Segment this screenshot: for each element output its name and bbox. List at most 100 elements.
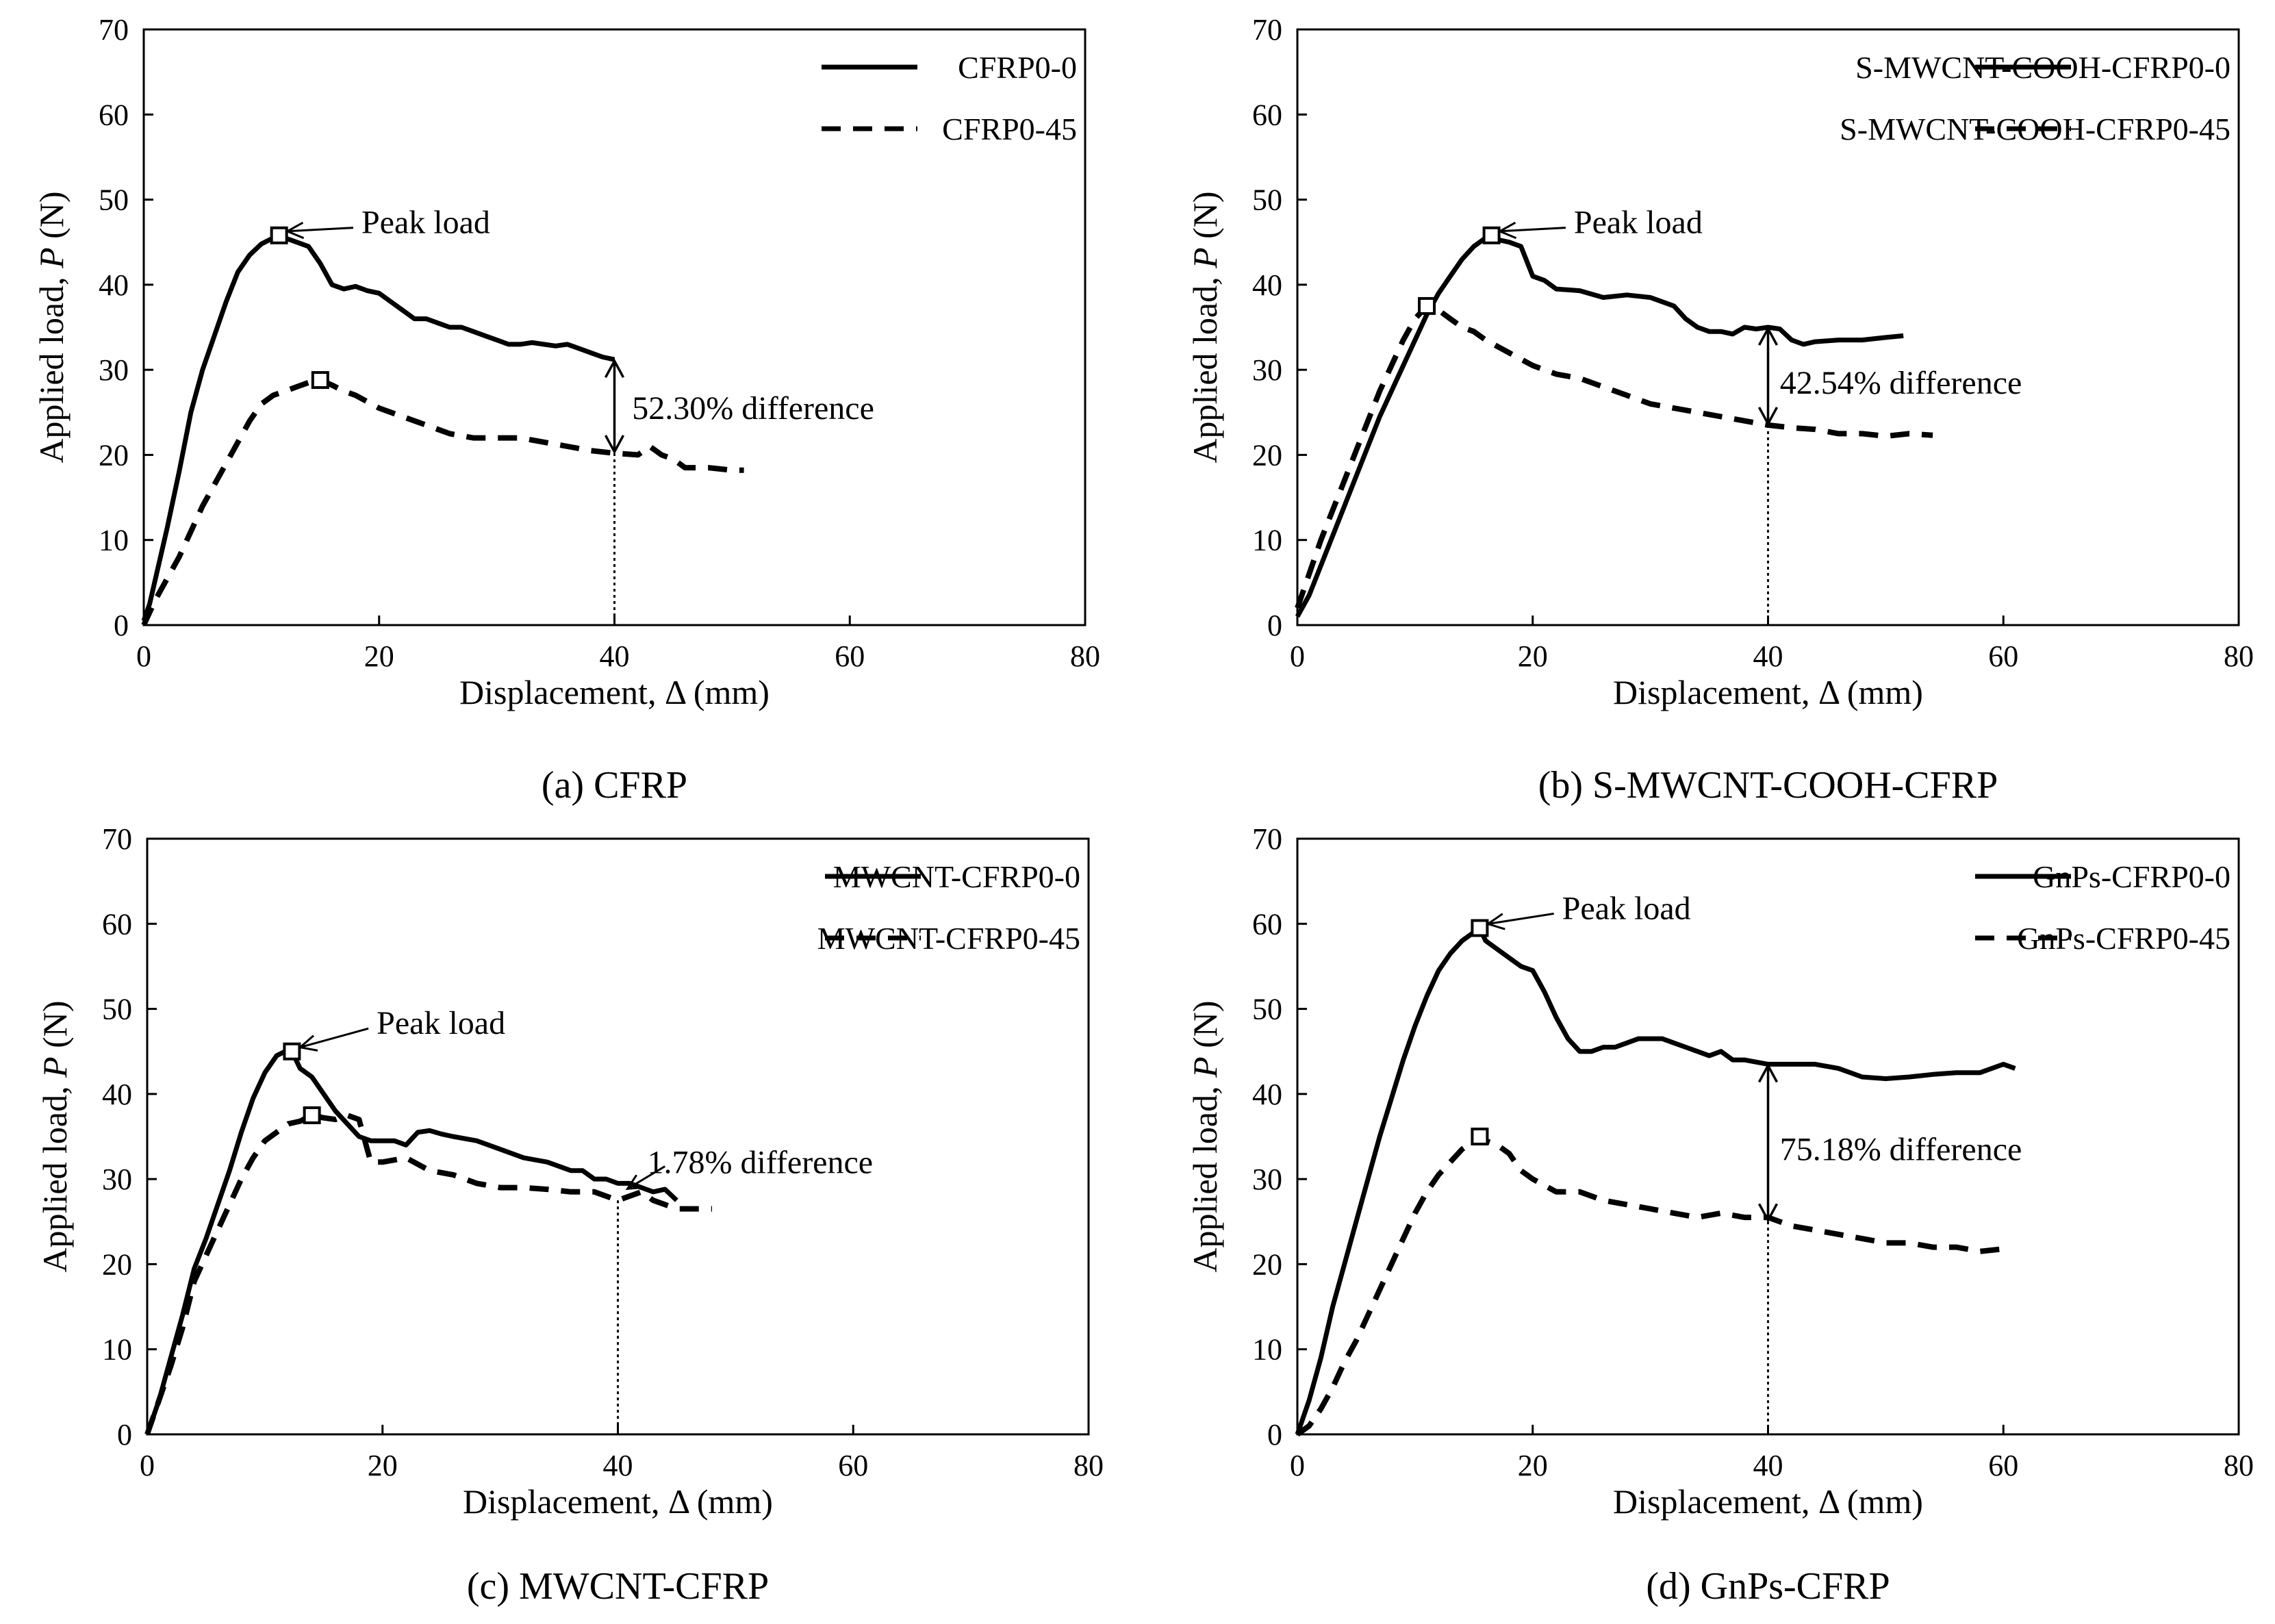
difference-label: 75.18% difference [1780, 1132, 2022, 1168]
peak-marker [1482, 226, 1501, 244]
y-tick-label: 30 [1252, 353, 1282, 387]
y-tick-label: 60 [99, 98, 129, 131]
y-tick-label: 30 [102, 1163, 132, 1196]
y-tick-label: 10 [99, 524, 129, 557]
x-tick-label: 80 [1073, 1449, 1104, 1482]
y-tick-label: 0 [114, 609, 129, 642]
y-tick-label: 40 [1252, 1078, 1282, 1111]
y-axis-title: Applied load, P (N) [36, 1000, 74, 1272]
y-tick-label: 40 [102, 1078, 132, 1111]
series-line-solid [144, 1047, 678, 1436]
x-tick-label: 60 [1988, 1449, 2018, 1482]
difference-arrow-line [626, 1165, 666, 1190]
x-tick-label: 40 [603, 1449, 633, 1482]
peak-load-label: Peak load [377, 1005, 505, 1041]
peak-marker [1418, 296, 1436, 315]
legend-label: S-MWCNT-COOH-CFRP0-45 [1840, 112, 2230, 147]
y-tick-label: 20 [1252, 438, 1282, 472]
legend-label: CFRP0-0 [958, 50, 1077, 85]
peak-marker [1471, 919, 1489, 937]
y-tick-label: 60 [102, 907, 132, 941]
y-axis-title-prefix: Applied load, [1186, 1078, 1224, 1273]
y-axis-title-prefix: Applied load, [36, 1078, 74, 1273]
x-tick-label: 20 [1518, 1449, 1548, 1482]
chart-panel-d: 0 10 20 30 40 50 60 70 0 20 40 60 80 Displacement, Δ … [1186, 822, 2254, 1608]
y-tick-label: 30 [99, 353, 129, 387]
peak-load-arrow-line [300, 1027, 369, 1049]
y-axis-title-prefix: Applied load, [1186, 268, 1224, 464]
x-tick-label: 40 [1753, 1449, 1783, 1482]
chart-panel-c: 0 10 20 30 40 50 60 70 0 20 40 60 80 Displacement, Δ … [36, 822, 1104, 1608]
y-axis-title-variable: P [32, 247, 71, 269]
x-axis-title: Displacement, Δ (mm) [1613, 1482, 1923, 1521]
figure-caption: (c) MWCNT-CFRP [467, 1565, 769, 1608]
y-tick-label: 50 [1252, 183, 1282, 217]
peak-load-arrow-head [1497, 221, 1517, 240]
y-tick-label: 10 [1252, 1333, 1282, 1367]
difference-arrow-head-down [604, 435, 625, 455]
y-axis-title-suffix: (N) [1186, 1000, 1224, 1056]
series-line-dashed [1295, 1134, 2004, 1437]
y-tick-label: 50 [1252, 993, 1282, 1026]
legend-label: MWCNT-CFRP0-0 [833, 859, 1080, 894]
y-tick-label: 60 [1252, 98, 1282, 131]
y-tick-label: 10 [1252, 524, 1282, 557]
peak-load-arrow-head [1486, 913, 1505, 930]
y-axis-title-variable: P [36, 1056, 74, 1078]
peak-marker [311, 371, 329, 390]
y-tick-label: 10 [102, 1333, 132, 1367]
difference-arrow-head-up [1757, 1063, 1779, 1083]
x-tick-label: 40 [600, 639, 630, 673]
series-line-dashed [144, 1112, 712, 1436]
legend-label: MWCNT-CFRP0-45 [817, 921, 1080, 956]
peak-marker [303, 1106, 321, 1124]
legend-label: CFRP0-45 [942, 112, 1077, 147]
y-axis-title: Applied load, P (N) [32, 191, 71, 463]
y-tick-label: 0 [117, 1418, 132, 1451]
y-axis-title-variable: P [1186, 247, 1224, 269]
x-tick-label: 0 [136, 639, 151, 673]
y-tick-label: 50 [99, 183, 129, 217]
difference-label: 42.54% difference [1780, 365, 2022, 401]
peak-marker [270, 226, 288, 244]
legend-label: S-MWCNT-COOH-CFRP0-0 [1855, 50, 2230, 85]
x-tick-label: 0 [1290, 639, 1305, 673]
x-tick-label: 60 [835, 639, 865, 673]
x-axis-title: Displacement, Δ (mm) [459, 673, 770, 711]
series-line-dashed [141, 377, 744, 626]
y-tick-label: 70 [1252, 822, 1282, 856]
y-tick-label: 70 [1252, 13, 1282, 47]
peak-load-arrow-head [298, 1035, 318, 1052]
y-axis-title-suffix: (N) [1186, 191, 1224, 247]
x-tick-label: 60 [1988, 639, 2018, 673]
x-tick-label: 60 [838, 1449, 868, 1482]
y-axis-title-suffix: (N) [32, 191, 71, 247]
peak-load-arrow-line [287, 227, 354, 233]
y-tick-label: 0 [1267, 609, 1282, 642]
y-tick-label: 20 [1252, 1247, 1282, 1281]
legend-label: GnPs-CFRP0-0 [2033, 859, 2230, 894]
y-tick-label: 70 [102, 822, 132, 856]
y-tick-label: 20 [99, 438, 129, 472]
figure-caption: (b) S-MWCNT-COOH-CFRP [1538, 764, 1998, 807]
y-tick-label: 20 [102, 1247, 132, 1281]
peak-load-arrow-line [1499, 227, 1566, 233]
difference-arrow-head-down [1757, 1203, 1779, 1223]
difference-label: 1.78% difference [647, 1144, 873, 1180]
y-tick-label: 50 [102, 993, 132, 1026]
x-tick-label: 20 [1518, 639, 1548, 673]
x-tick-label: 0 [1290, 1449, 1305, 1482]
x-tick-label: 20 [368, 1449, 398, 1482]
peak-load-arrow-head [285, 221, 305, 240]
series-line-dashed [1295, 303, 1933, 609]
difference-label: 52.30% difference [632, 390, 874, 427]
chart-panel-b: 0 10 20 30 40 50 60 70 0 20 40 60 80 Displacement, Δ … [1186, 13, 2254, 807]
difference-arrow-head-up [604, 358, 625, 379]
y-tick-label: 0 [1267, 1418, 1282, 1451]
peak-marker [283, 1042, 301, 1061]
y-tick-label: 40 [1252, 268, 1282, 302]
difference-arrow-head [625, 1174, 644, 1191]
y-tick-label: 40 [99, 268, 129, 302]
peak-marker [1471, 1128, 1489, 1145]
